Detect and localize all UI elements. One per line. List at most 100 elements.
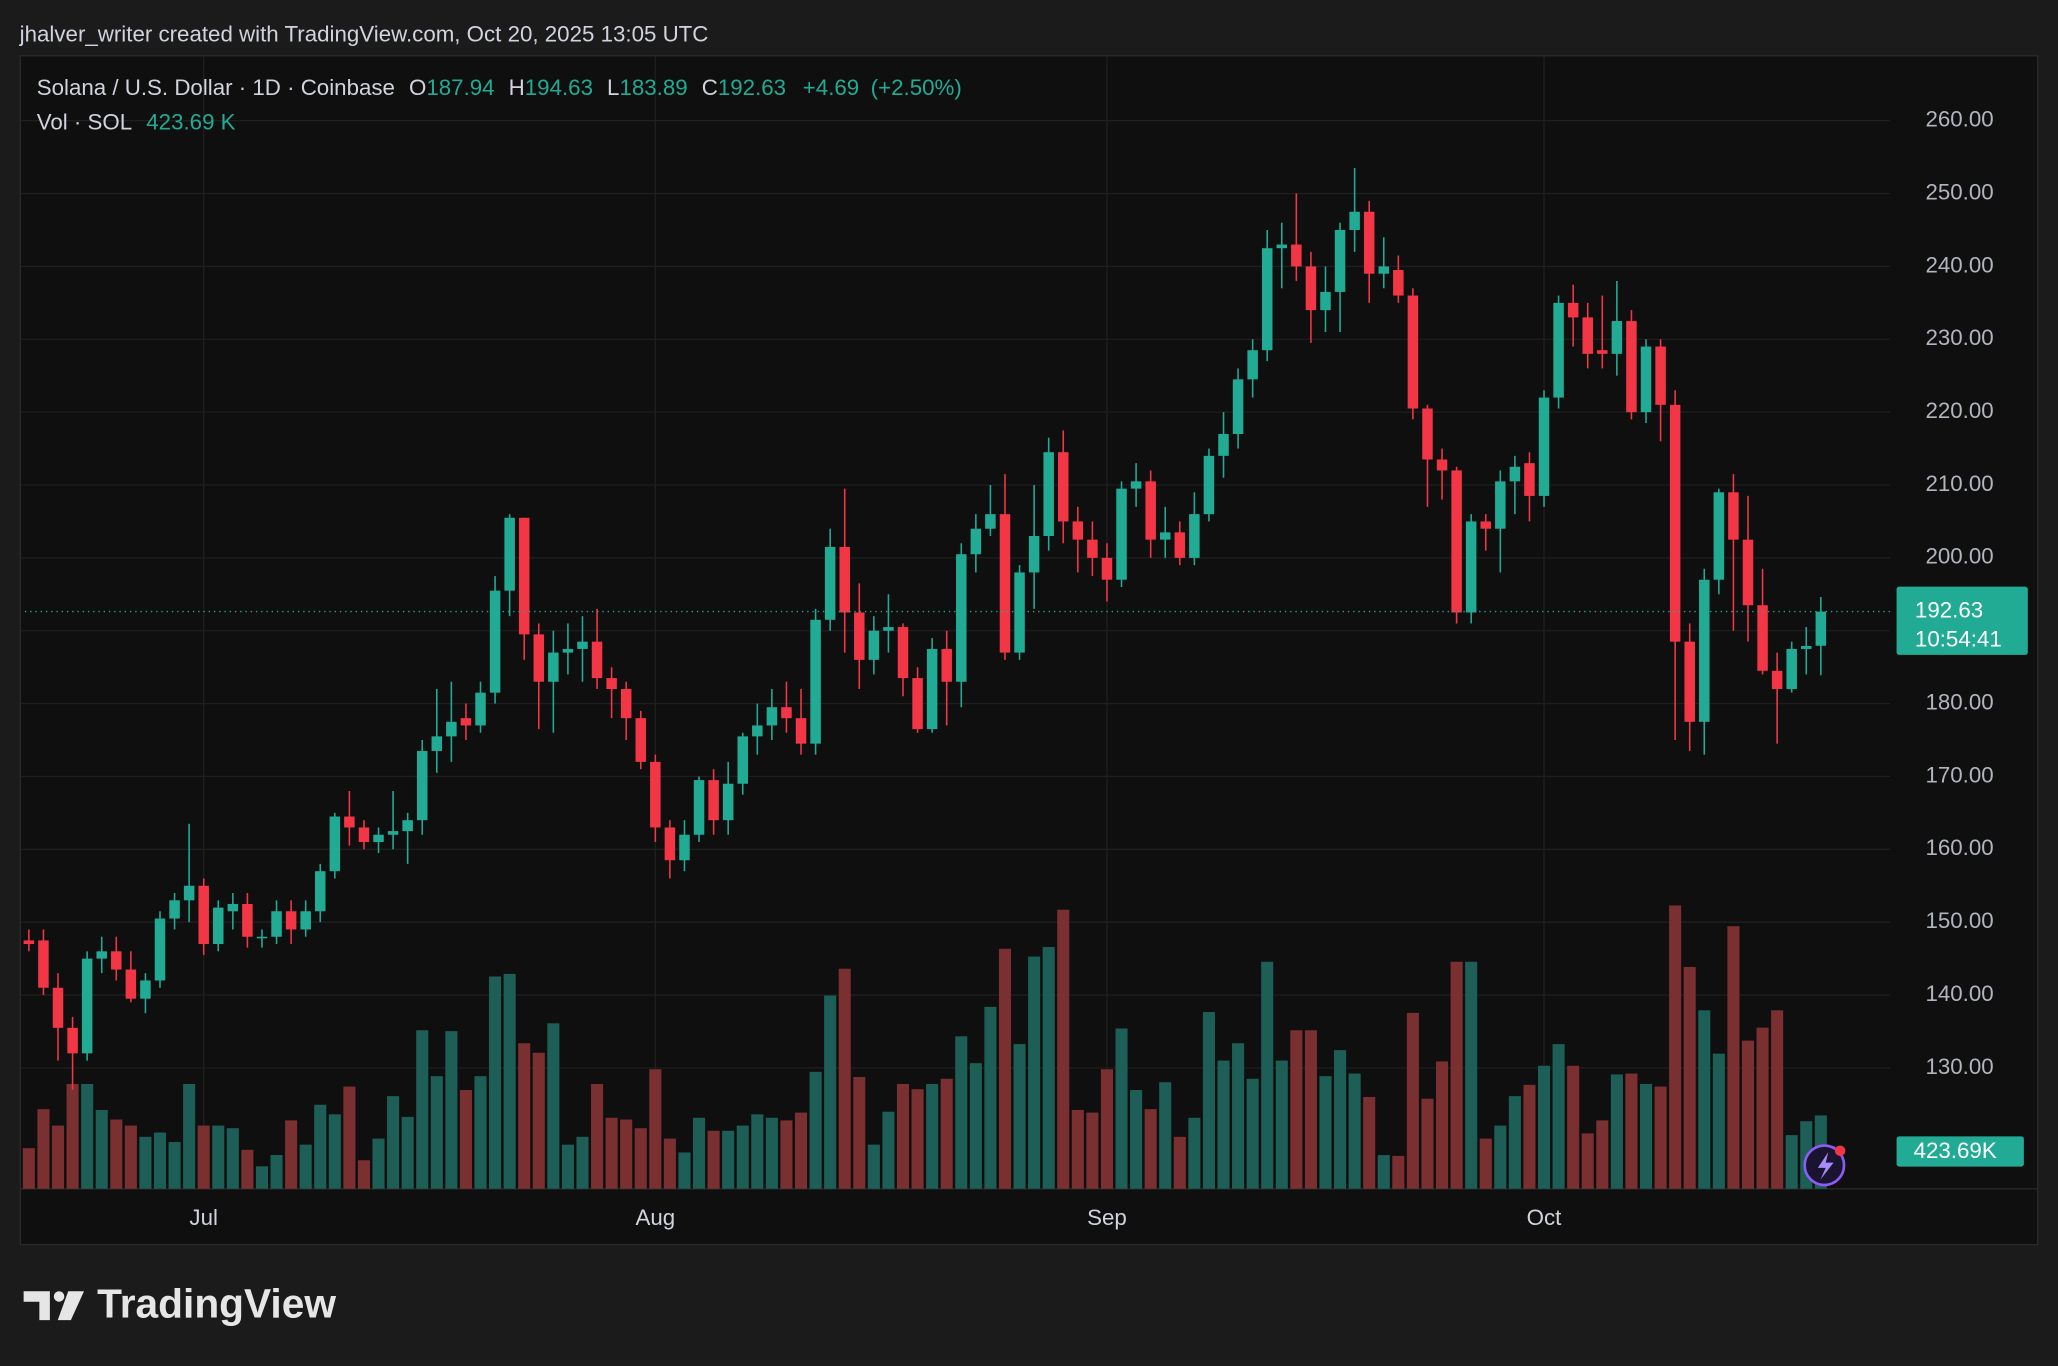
change-pct: (+2.50%)	[871, 75, 962, 100]
volume-bar	[1057, 909, 1070, 1189]
volume-bar	[81, 1083, 94, 1189]
volume-bar	[255, 1166, 269, 1189]
y-tick-label: 130.00	[1925, 1054, 1993, 1079]
candle-pane	[21, 168, 1890, 1090]
volume-bar	[1406, 1012, 1419, 1189]
candle-body	[183, 885, 195, 901]
volume-bar	[1363, 1096, 1376, 1189]
candle-body	[373, 834, 384, 843]
candle-body	[1480, 521, 1491, 529]
volume-bar	[1552, 1044, 1565, 1189]
ohlc-value: 194.63	[525, 75, 593, 100]
volume-bar	[911, 1089, 924, 1189]
volume-bar	[969, 1063, 982, 1189]
volume-bar	[124, 1125, 137, 1189]
candle-body	[1669, 404, 1681, 642]
candle-body	[562, 648, 574, 653]
candle-body	[1465, 521, 1477, 613]
candle-body	[1145, 481, 1156, 540]
candle-body	[1611, 321, 1623, 354]
x-tick-label: Sep	[1087, 1205, 1127, 1230]
volume-bar	[576, 1136, 589, 1189]
icon-bolt[interactable]	[1817, 1152, 1834, 1180]
candle-body	[1014, 572, 1025, 653]
candle-body	[518, 517, 530, 635]
volume-bar	[66, 1083, 79, 1189]
candle-body	[1378, 266, 1390, 274]
volume-bar	[1304, 1030, 1317, 1189]
volume-bar	[1013, 1044, 1026, 1189]
x-tick-label: Aug	[635, 1205, 675, 1230]
candle-body	[344, 816, 355, 828]
volume-bar	[1028, 956, 1041, 1189]
y-tick-label: 220.00	[1925, 398, 1993, 423]
candle-body	[650, 761, 661, 828]
candle-body	[1436, 459, 1448, 471]
volume-bar	[591, 1083, 604, 1189]
icon-dot[interactable]	[1834, 1145, 1846, 1157]
volume-bar	[372, 1138, 385, 1189]
volume-bar	[1494, 1125, 1507, 1189]
candle-body	[1363, 211, 1375, 274]
candle-body	[213, 907, 224, 945]
ohlc-value: 187.94	[426, 75, 494, 100]
candle-body	[198, 885, 209, 945]
volume-bar	[1217, 1060, 1230, 1189]
volume-bar	[183, 1083, 196, 1189]
volume-bar	[1727, 926, 1740, 1189]
volume-bar	[1698, 1010, 1711, 1189]
volume-bar	[678, 1152, 691, 1189]
candle-body	[737, 736, 748, 784]
y-tick-label: 160.00	[1925, 835, 1993, 860]
volume-bar	[1785, 1135, 1798, 1189]
candle-body	[577, 641, 588, 649]
volume-bar	[722, 1130, 735, 1189]
candle-body	[839, 546, 850, 613]
candle-body	[999, 514, 1011, 653]
candle-body	[329, 816, 341, 872]
volume-bar	[663, 1138, 676, 1189]
price-badge	[1896, 586, 2028, 655]
volume-value: 423.69 K	[146, 109, 235, 134]
candle-body	[970, 528, 982, 555]
candle-body	[125, 969, 137, 999]
volume-bar	[547, 1023, 560, 1189]
candle-body	[358, 827, 370, 843]
volume-bar	[1188, 1117, 1201, 1189]
volume-bar	[1421, 1098, 1434, 1189]
volume-bar	[343, 1086, 356, 1189]
candle-body	[1101, 557, 1113, 580]
candle-body	[897, 627, 909, 679]
candle-body	[1713, 492, 1725, 580]
volume-bar	[416, 1030, 429, 1189]
brand-name: TradingView	[97, 1281, 336, 1327]
candle-body	[402, 820, 413, 832]
volume-bar	[780, 1120, 793, 1189]
volume-bar	[445, 1031, 458, 1189]
volume-bar	[707, 1130, 720, 1189]
candle-body	[300, 911, 311, 930]
candle-body	[1261, 248, 1273, 351]
volume-bar	[328, 1114, 341, 1189]
ai-icon[interactable]	[1803, 1144, 1846, 1187]
candle-body	[1232, 379, 1244, 434]
volume-bar	[998, 948, 1012, 1189]
volume-bar	[649, 1069, 662, 1189]
volume-bar	[824, 995, 837, 1189]
volume-bar	[51, 1125, 65, 1189]
y-tick-label: 260.00	[1925, 107, 1993, 132]
candle-body	[38, 940, 49, 988]
candle-body	[1407, 295, 1419, 409]
candle-body	[868, 630, 880, 660]
volume-bar	[241, 1149, 254, 1189]
candle-body	[489, 590, 501, 693]
candle-body	[956, 554, 967, 682]
volume-bar	[1450, 961, 1463, 1189]
volume-bar	[197, 1125, 210, 1189]
credit: jhalver_writer created with TradingView.…	[19, 21, 709, 46]
candle-body	[1393, 270, 1404, 296]
volume-bar	[1261, 961, 1274, 1189]
volume-bar	[1610, 1074, 1623, 1189]
candle-body	[883, 627, 894, 631]
candle-body	[52, 987, 64, 1028]
